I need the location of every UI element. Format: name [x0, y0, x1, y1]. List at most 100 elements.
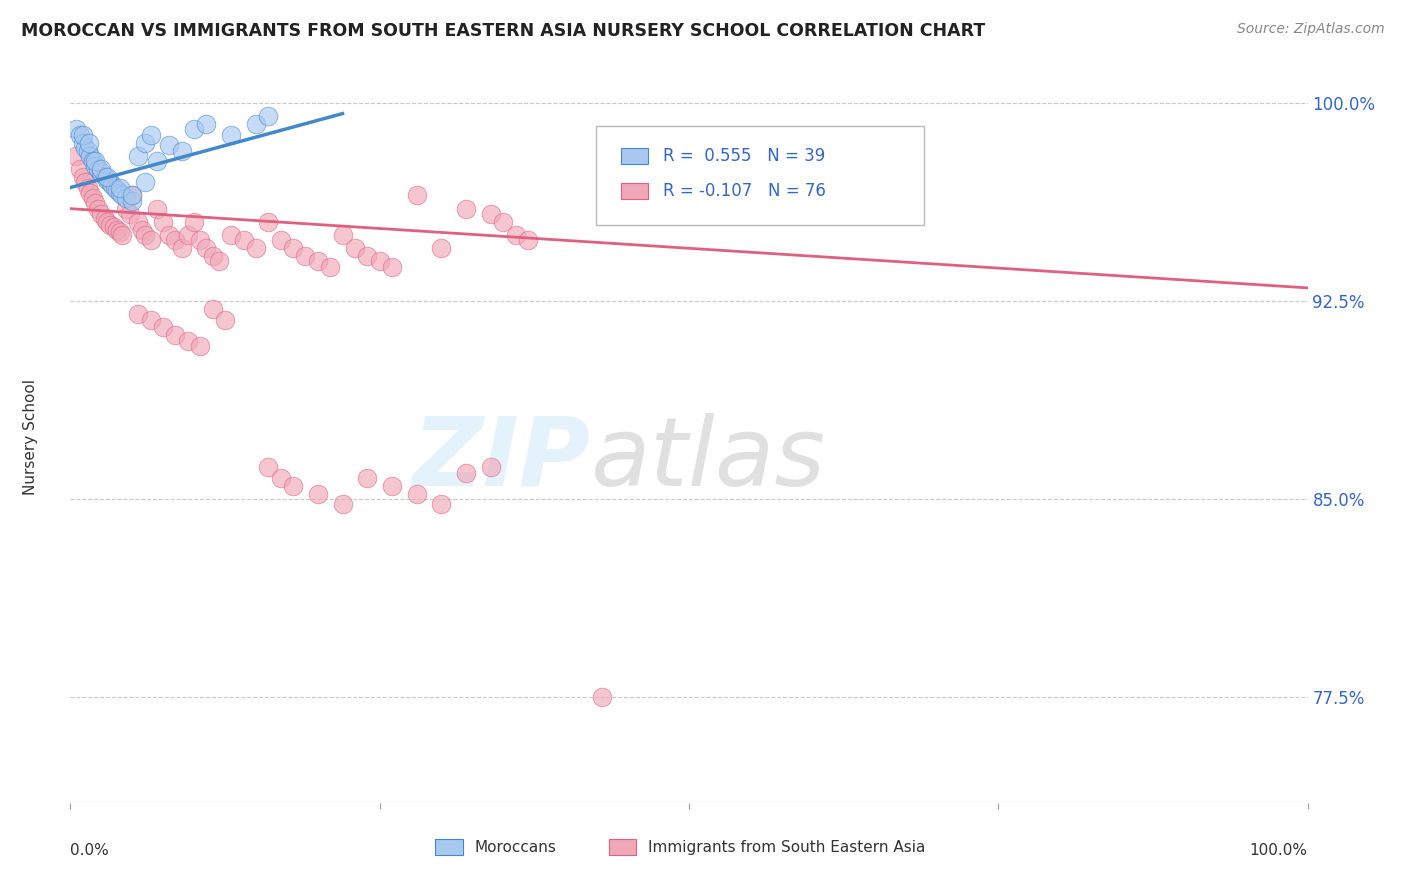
Point: [208, 254, 231, 268]
Point: [72, 169, 94, 184]
Point: [245, 241, 267, 255]
Point: [101, 178, 124, 192]
Point: [270, 233, 292, 247]
Point: [165, 328, 187, 343]
Point: [65, 122, 87, 136]
Point: [332, 228, 354, 243]
Point: [79, 186, 101, 200]
Point: [118, 207, 141, 221]
Point: [103, 220, 125, 235]
Point: [356, 249, 378, 263]
Text: R = -0.107   N = 76: R = -0.107 N = 76: [664, 182, 825, 201]
Point: [134, 228, 156, 243]
Point: [127, 215, 149, 229]
Point: [281, 241, 304, 255]
Point: [356, 471, 378, 485]
Point: [343, 241, 366, 255]
Point: [86, 202, 108, 216]
Point: [505, 228, 527, 243]
Point: [165, 233, 187, 247]
Point: [108, 180, 131, 194]
Point: [157, 138, 180, 153]
Point: [98, 175, 121, 189]
Point: [591, 690, 613, 705]
Point: [65, 149, 87, 163]
Point: [111, 228, 134, 243]
Point: [108, 186, 131, 200]
Point: [127, 307, 149, 321]
Text: Source: ZipAtlas.com: Source: ZipAtlas.com: [1237, 22, 1385, 37]
Point: [257, 215, 280, 229]
Point: [381, 260, 404, 274]
Point: [319, 260, 342, 274]
Point: [121, 194, 143, 208]
Point: [157, 228, 180, 243]
FancyBboxPatch shape: [596, 126, 924, 225]
Point: [188, 233, 211, 247]
Point: [152, 215, 174, 229]
Point: [245, 117, 267, 131]
Text: 100.0%: 100.0%: [1250, 843, 1308, 858]
FancyBboxPatch shape: [621, 183, 648, 199]
Point: [177, 334, 200, 348]
Point: [430, 241, 453, 255]
Point: [270, 471, 292, 485]
Point: [84, 160, 107, 174]
Point: [139, 312, 162, 326]
Text: ZIP: ZIP: [412, 412, 591, 506]
Point: [219, 128, 242, 142]
Text: Nursery School: Nursery School: [24, 379, 38, 495]
Point: [134, 175, 156, 189]
Point: [405, 188, 427, 202]
Point: [479, 460, 502, 475]
Point: [307, 254, 329, 268]
Point: [115, 191, 138, 205]
Point: [108, 226, 131, 240]
FancyBboxPatch shape: [436, 839, 463, 855]
Point: [105, 183, 128, 197]
Point: [115, 202, 138, 216]
Point: [121, 188, 143, 202]
Point: [183, 215, 205, 229]
Point: [69, 128, 91, 142]
Point: [134, 136, 156, 150]
Point: [72, 128, 94, 142]
FancyBboxPatch shape: [609, 839, 636, 855]
Point: [219, 228, 242, 243]
Point: [96, 169, 118, 184]
Point: [139, 233, 162, 247]
Point: [195, 241, 218, 255]
Point: [69, 162, 91, 177]
Point: [90, 207, 112, 221]
Point: [104, 180, 127, 194]
Point: [232, 233, 254, 247]
Point: [105, 223, 128, 237]
FancyBboxPatch shape: [621, 148, 648, 164]
Point: [77, 136, 100, 150]
Point: [84, 196, 107, 211]
Point: [139, 128, 162, 142]
Text: 0.0%: 0.0%: [70, 843, 110, 858]
Point: [76, 180, 98, 194]
Point: [188, 339, 211, 353]
Text: atlas: atlas: [591, 412, 825, 506]
Point: [177, 228, 200, 243]
Point: [90, 164, 112, 178]
Point: [201, 249, 224, 263]
Point: [94, 212, 117, 227]
Point: [121, 188, 143, 202]
Point: [75, 141, 97, 155]
Point: [294, 249, 316, 263]
Point: [492, 215, 515, 229]
Point: [131, 223, 153, 237]
Point: [281, 479, 304, 493]
Point: [82, 191, 104, 205]
Point: [195, 117, 218, 131]
Point: [90, 162, 112, 177]
Point: [405, 487, 427, 501]
Point: [98, 218, 121, 232]
Point: [75, 175, 97, 189]
Point: [79, 149, 101, 163]
Point: [146, 202, 169, 216]
Point: [307, 487, 329, 501]
